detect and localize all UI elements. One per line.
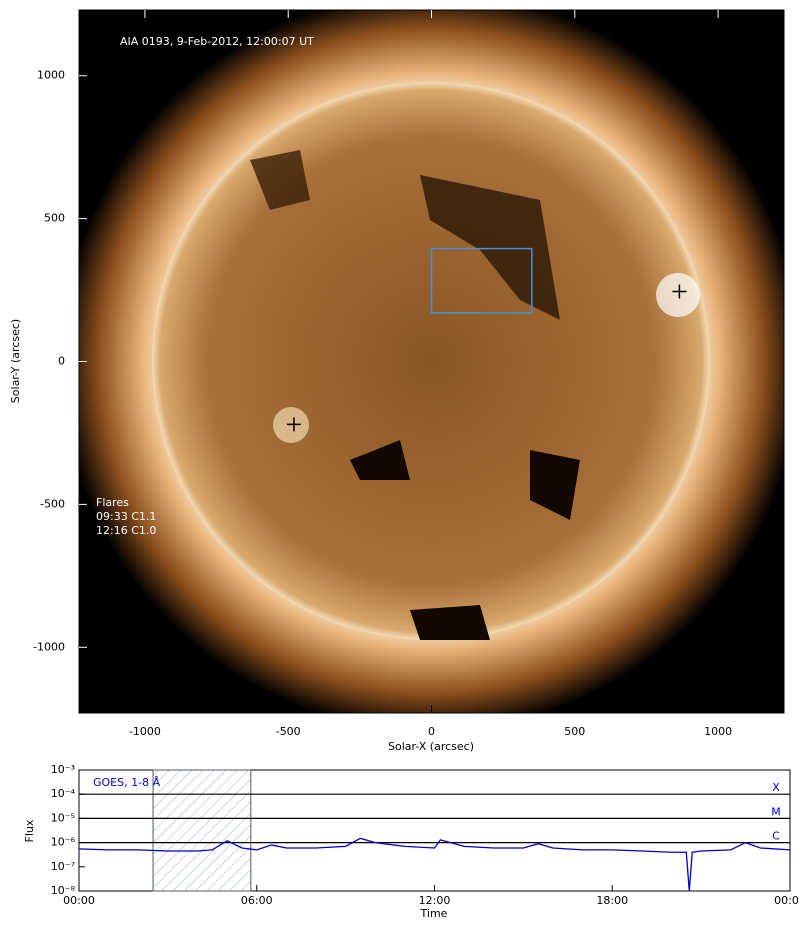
x-tick-label: 500	[564, 725, 585, 738]
x-axis-label: Time	[420, 907, 448, 920]
x-tick-label: 12:00	[419, 894, 451, 907]
y-axis-label: Flux	[23, 819, 36, 842]
flare-entry: 09:33 C1.1	[96, 510, 156, 523]
image-title: AIA 0193, 9-Feb-2012, 12:00:07 UT	[120, 35, 314, 48]
y-tick-label: -500	[40, 497, 65, 510]
sun-image	[79, 10, 784, 713]
x-tick-label: 0	[428, 725, 435, 738]
y-tick-label: 10⁻⁶	[51, 836, 76, 849]
y-tick-label: 10⁻⁵	[51, 811, 75, 824]
y-tick-label: -1000	[33, 640, 65, 653]
flux-line	[78, 837, 791, 892]
x-tick-label: -500	[276, 725, 301, 738]
y-axis-label: Solar-Y (arcsec)	[9, 319, 22, 403]
flare-marker	[286, 417, 301, 432]
y-tick-label: 10⁻⁴	[51, 787, 76, 800]
y-tick-label: 500	[44, 212, 65, 225]
highlight-range	[152, 769, 252, 892]
y-tick-label: 10⁻⁸	[51, 884, 76, 897]
level-label: X	[772, 781, 780, 794]
goes-title: GOES, 1-8 Å	[93, 776, 161, 789]
x-tick-label: -1000	[129, 725, 161, 738]
x-tick-label: 18:00	[596, 894, 628, 907]
y-tick-label: 10⁻³	[51, 763, 75, 776]
x-tick-label: 00:00	[63, 894, 95, 907]
y-tick-label: 10⁻⁷	[51, 860, 75, 873]
flare-title: Flares	[96, 496, 129, 509]
y-tick-label: 1000	[37, 69, 65, 82]
level-label: C	[772, 830, 780, 843]
y-tick-label: 0	[58, 355, 65, 368]
flare-marker	[672, 284, 687, 299]
x-tick-label: 06:00	[241, 894, 273, 907]
flare-entry: 12:16 C1.0	[96, 524, 156, 537]
x-axis-label: Solar-X (arcsec)	[388, 740, 474, 753]
region-box	[430, 247, 533, 314]
x-tick-label: 1000	[704, 725, 732, 738]
x-tick-label: 00:00	[774, 894, 799, 907]
level-label: M	[771, 805, 781, 818]
